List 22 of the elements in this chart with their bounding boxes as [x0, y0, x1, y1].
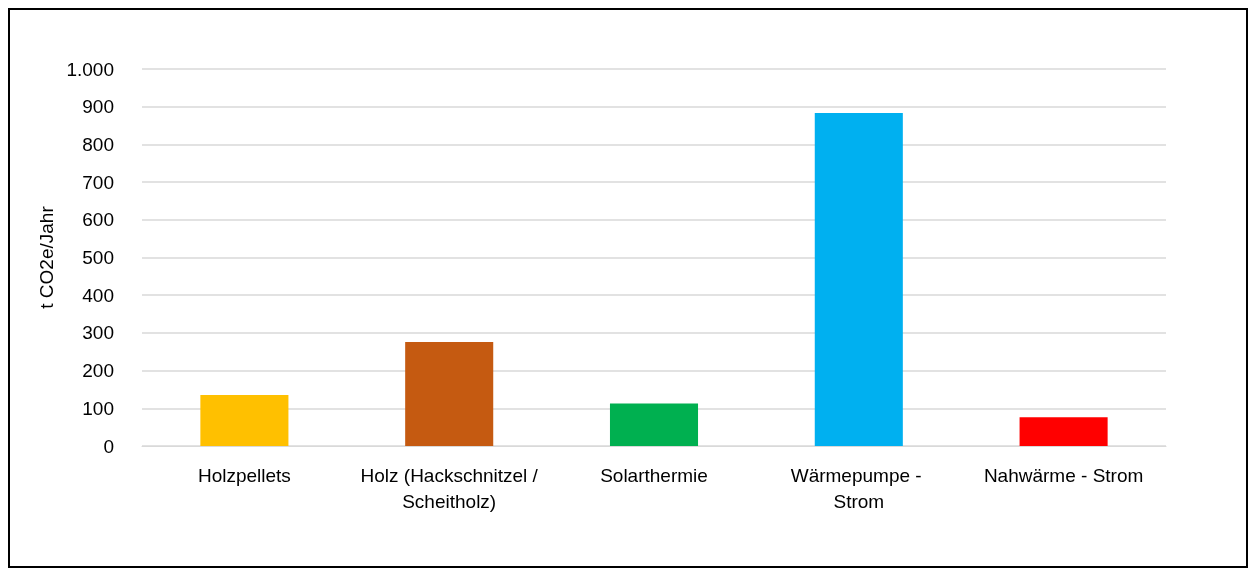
- y-tick-label: 400: [82, 284, 114, 306]
- y-tick-label: 500: [82, 247, 114, 268]
- bar: [1019, 417, 1108, 446]
- x-tick-label: Holz (Hackschnitzel /Scheitholz): [360, 464, 539, 512]
- x-tick-label: Holzpellets: [197, 464, 291, 486]
- x-tick-label: Wärmepumpe - Strom: [790, 464, 927, 512]
- y-tick-label: 700: [82, 171, 114, 193]
- y-tick-label: 800: [82, 133, 114, 155]
- y-axis-title: t CO2e/Jahr: [35, 205, 57, 309]
- x-tick-label: Nahwärme - Strom: [983, 464, 1144, 486]
- y-tick-label: 0: [103, 435, 114, 457]
- bar: [814, 113, 903, 446]
- bar: [405, 341, 494, 446]
- y-tick-label: 100: [82, 397, 114, 419]
- y-tick-label: 600: [82, 209, 114, 231]
- bar: [200, 395, 289, 446]
- y-tick-label: 1.000: [66, 58, 114, 80]
- y-tick-label: 200: [82, 360, 114, 382]
- x-tick-label: Solarthermie: [600, 464, 708, 486]
- bar: [609, 403, 699, 446]
- y-tick-label: 300: [82, 322, 114, 344]
- y-tick-label: 900: [82, 96, 114, 118]
